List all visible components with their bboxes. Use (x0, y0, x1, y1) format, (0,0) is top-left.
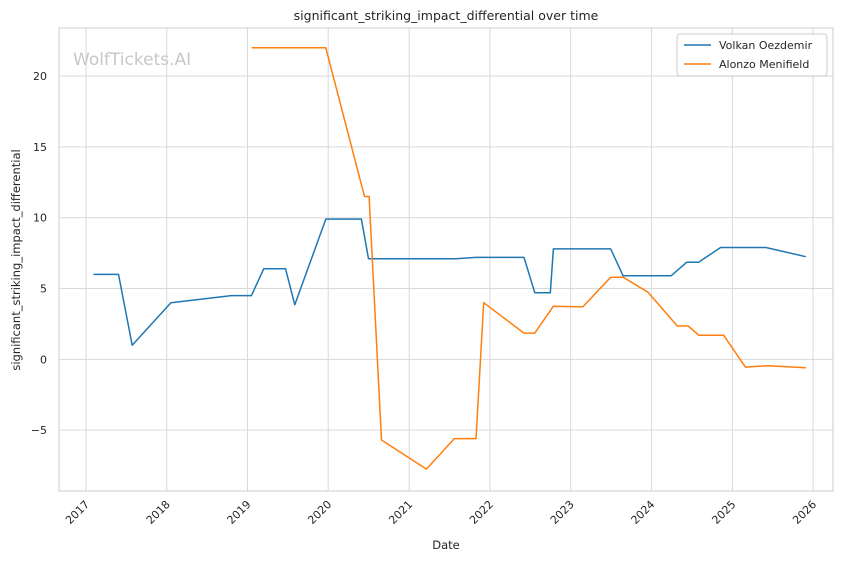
watermark: WolfTickets.AI (73, 50, 191, 70)
y-axis-title: significant_striking_impact_differential (9, 149, 23, 370)
y-tick-label: 5 (40, 283, 47, 296)
plot-frame (58, 27, 834, 492)
y-tick-labels: −5 0 5 10 15 20 (31, 70, 47, 437)
legend-box (676, 33, 828, 77)
x-tick-labels: 2017 2018 2019 2020 2021 2022 2023 2024 2025 2026 (63, 498, 819, 527)
series-line-volkan-oezdemir (93, 218, 806, 346)
x-axis-title: Date (432, 538, 460, 552)
y-tick-label: 0 (40, 353, 47, 366)
legend-label-volkan: Volkan Oezdemir (719, 39, 813, 52)
series-line-alonzo-menifield (251, 47, 806, 470)
y-tick-label: 15 (33, 141, 47, 154)
legend-label-alonzo: Alonzo Menifield (719, 58, 809, 71)
chart-title: significant_striking_impact_differential… (294, 8, 599, 23)
y-tick-label: 20 (33, 70, 47, 83)
series-layer (93, 47, 806, 470)
y-tick-label: 10 (33, 212, 47, 225)
legend: Volkan Oezdemir Alonzo Menifield (676, 33, 828, 77)
y-tick-label: −5 (31, 424, 47, 437)
